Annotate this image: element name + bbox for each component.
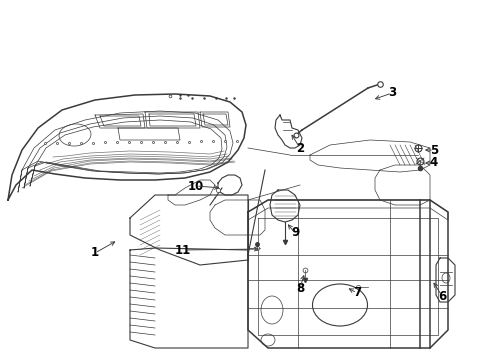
Text: 4: 4 — [429, 157, 437, 170]
Text: 1: 1 — [91, 247, 99, 260]
Text: 8: 8 — [295, 282, 304, 294]
Text: 9: 9 — [290, 226, 299, 239]
Text: 5: 5 — [429, 144, 437, 157]
Text: 3: 3 — [387, 86, 395, 99]
Text: 2: 2 — [295, 141, 304, 154]
Text: 10: 10 — [187, 180, 203, 193]
Text: 11: 11 — [175, 243, 191, 256]
Text: 7: 7 — [352, 287, 360, 300]
Text: 6: 6 — [437, 289, 445, 302]
